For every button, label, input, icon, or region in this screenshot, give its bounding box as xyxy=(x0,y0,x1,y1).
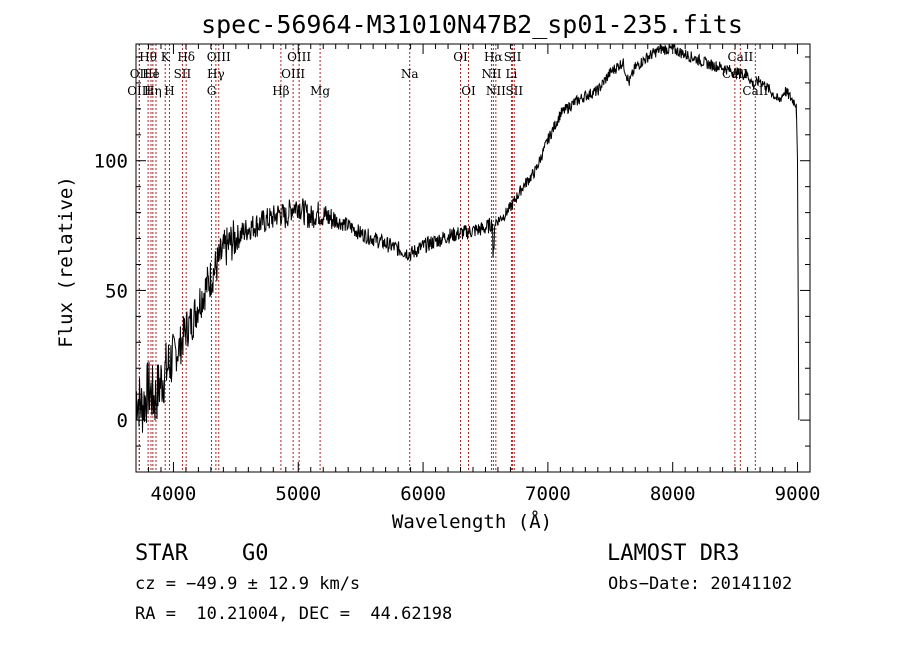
spectral-line-label: OII xyxy=(130,67,150,81)
spectral-line-label: OI xyxy=(461,84,476,98)
chart-title: spec-56964-M31010N47B2_sp01-235.fits xyxy=(201,10,743,39)
spectral-line-label: SII xyxy=(504,50,522,64)
spectral-line-label: OIII xyxy=(281,67,305,81)
spectrum-series-line xyxy=(135,43,800,433)
spectral-line-label: Hη xyxy=(144,84,162,98)
y-tick-label: 100 xyxy=(94,151,128,173)
spectral-line-label: G xyxy=(207,84,217,98)
spectral-line-label: H xyxy=(164,84,174,98)
spectral-line-label: I xyxy=(154,67,159,81)
redshift-velocity: cz = −49.9 ± 12.9 km/s xyxy=(135,574,361,594)
spectral-line-label: OIII xyxy=(127,84,151,98)
object-subclass: G0 xyxy=(242,541,269,566)
y-axis-label: Flux (relative) xyxy=(55,176,77,348)
spectral-line-label: CaII xyxy=(727,50,753,64)
spectral-line-label: Hθ xyxy=(139,50,157,64)
x-axis-label: Wavelength (Å) xyxy=(392,510,552,533)
object-class: STAR xyxy=(135,541,188,566)
y-tick-label: 0 xyxy=(117,410,128,432)
survey-name: LAMOST DR3 xyxy=(607,541,740,566)
spectral-line-label: Hβ xyxy=(272,84,289,98)
spectral-line-label: K xyxy=(161,50,171,64)
x-tick-label: 5000 xyxy=(275,483,321,505)
coordinates: RA = 10.21004, DEC = 44.62198 xyxy=(135,604,453,624)
spectral-line-label: SII xyxy=(174,67,192,81)
y-tick-label: 50 xyxy=(105,280,128,302)
spectral-line-label: SII xyxy=(505,84,523,98)
x-tick-label: 9000 xyxy=(775,483,821,505)
spectral-line-label: OIII xyxy=(287,50,311,64)
x-tick-label: 6000 xyxy=(400,483,446,505)
x-tick-label: 4000 xyxy=(151,483,197,505)
plot-frame xyxy=(135,43,811,473)
observation-date: Obs−Date: 20141102 xyxy=(608,574,793,594)
spectral-line-label: Hα xyxy=(484,50,503,64)
spectral-line-label: CaII xyxy=(742,84,768,98)
spectral-line-label: Hδ xyxy=(177,50,195,64)
spectral-line-label: He xyxy=(142,67,160,81)
spectral-line-label: Na xyxy=(401,67,419,81)
x-tick-label: 7000 xyxy=(525,483,571,505)
x-tick-label: 8000 xyxy=(650,483,696,505)
spectral-line-label: NII xyxy=(486,84,506,98)
spectral-line-label: OI xyxy=(453,50,468,64)
spectral-line-label: Li xyxy=(506,67,518,81)
spectral-line-label: OIII xyxy=(207,50,231,64)
axis-ticks: 4000 5000 6000 7000 8000 9000 0 50 100 xyxy=(94,44,821,505)
spectral-line-label: Hγ xyxy=(207,67,225,81)
spectral-line-label: Mg xyxy=(310,84,330,98)
spectral-line-label: NII xyxy=(481,67,501,81)
